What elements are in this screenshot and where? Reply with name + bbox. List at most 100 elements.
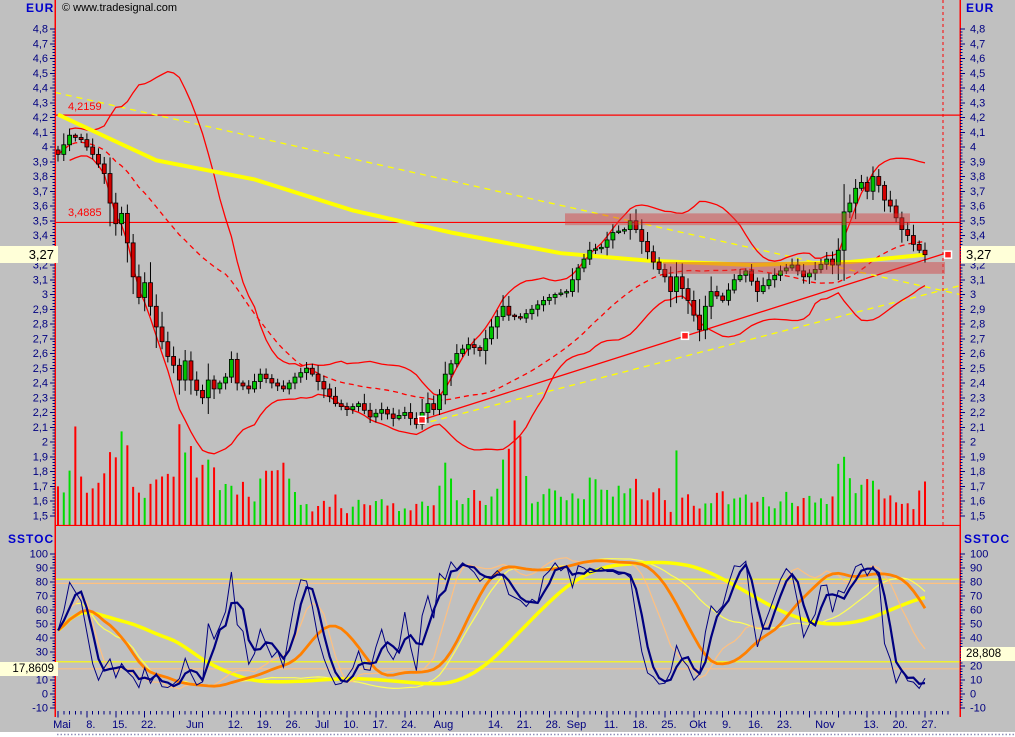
candle (506, 296, 512, 321)
candle-body (263, 373, 269, 379)
candle-body (691, 299, 697, 316)
candle (662, 263, 668, 283)
candle (916, 240, 922, 254)
candle-body (344, 406, 350, 410)
candle-body (830, 258, 835, 266)
price-tick-label-right: 4,2 (970, 112, 985, 124)
candle-body (650, 251, 656, 263)
date-label: 17. (372, 719, 387, 731)
candle-body (859, 181, 864, 189)
candle-body (437, 394, 442, 410)
volume-bar (669, 511, 672, 526)
trendline-rising-yellow-dashed (419, 285, 960, 425)
candle-body (772, 274, 778, 281)
candle (431, 395, 437, 416)
price-tick-label-right: 2,3 (970, 392, 985, 404)
candle-body (899, 217, 905, 231)
candle (899, 211, 905, 243)
volume-bar (270, 470, 273, 526)
volume-bar (68, 470, 71, 526)
candle-body (159, 326, 165, 343)
price-tick-label-right: 1,8 (970, 466, 985, 478)
volume-bar (143, 497, 146, 526)
candle (616, 225, 622, 235)
volume-bar (721, 491, 724, 526)
stoch-tick-label-left: 0 (42, 689, 48, 701)
candle (119, 206, 124, 236)
volume-bar (924, 481, 926, 526)
signal-marker-2 (943, 250, 953, 259)
volume-bar (236, 494, 239, 526)
candle (535, 300, 541, 317)
candle (911, 224, 916, 252)
volume-bar (554, 490, 557, 526)
candle-body (720, 295, 726, 301)
volume-bar (467, 497, 470, 526)
volume-bar (502, 459, 505, 526)
volume-bar (860, 484, 863, 526)
volume-bar (606, 489, 609, 526)
price-tick-label-left: 3,1 (33, 274, 48, 286)
stoch-title-left: SSTOC (8, 532, 55, 546)
price-tick-label-left: 4,6 (33, 53, 48, 65)
candle (830, 251, 835, 275)
date-label: Jul (315, 719, 329, 731)
stoch-tick-label-left: 80 (36, 577, 48, 589)
volume-bar (750, 502, 753, 526)
candle (720, 292, 726, 303)
volume-bar (85, 492, 88, 526)
volume-bar (189, 446, 192, 526)
resistance-zone-0 (565, 213, 910, 226)
price-tick-label-left: 4,1 (33, 127, 48, 139)
candle (228, 351, 234, 383)
candle (55, 145, 61, 162)
volume-bar (854, 493, 857, 526)
date-label: 18. (632, 719, 647, 731)
candle (598, 243, 604, 254)
candle-body (130, 242, 136, 278)
candle (541, 296, 546, 312)
candle (78, 133, 84, 143)
volume-bar (490, 496, 493, 526)
candle (518, 313, 523, 321)
price-panel-layer (55, 0, 960, 526)
candle-body (84, 139, 90, 148)
candle (165, 331, 171, 363)
stoch-tick-label-right: 100 (970, 549, 988, 561)
candle (859, 174, 864, 191)
volume-bar (623, 493, 626, 526)
volume-bar (640, 499, 643, 526)
candle-body (552, 294, 558, 298)
candle-body (286, 382, 292, 390)
current-price-label-right: 3,27 (961, 246, 1015, 263)
candle-body (795, 264, 801, 272)
candle (67, 128, 72, 152)
volume-bar (461, 504, 464, 526)
volume-bar (478, 500, 481, 526)
candle-body (275, 382, 281, 387)
candle-body (223, 376, 229, 384)
resistance-zone-1 (663, 262, 945, 274)
candle (691, 290, 697, 322)
volume-bar (166, 473, 169, 526)
price-tick-label-left: 3,7 (33, 186, 48, 198)
candle (159, 311, 165, 350)
candle-body (465, 344, 471, 350)
volume-bar (594, 479, 597, 526)
candle (188, 351, 194, 395)
date-label: 22. (141, 719, 156, 731)
price-tick-label-right: 4,7 (970, 38, 985, 50)
candle-body (853, 187, 859, 204)
candle (442, 361, 448, 405)
candle-body (697, 314, 702, 331)
volume-bar (918, 490, 921, 526)
candle-body (171, 356, 177, 366)
candle-body (96, 153, 101, 165)
volume-bar (507, 448, 510, 526)
candle (96, 148, 101, 168)
price-tick-label-left: 2,3 (33, 392, 48, 404)
price-tick-label-right: 2,5 (970, 363, 985, 375)
axes-layer (50, 0, 965, 718)
candle-body (506, 305, 512, 316)
volume-bar (363, 504, 366, 526)
